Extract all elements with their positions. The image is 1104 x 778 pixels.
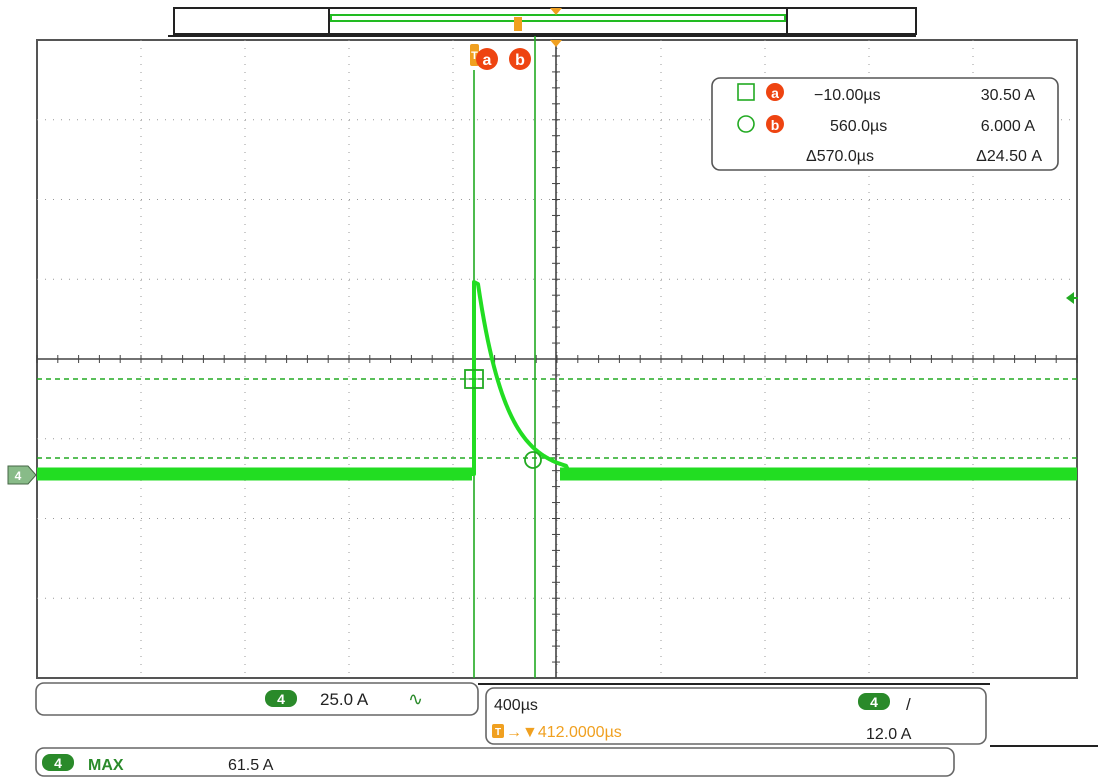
cursor-b-circle-icon (524, 451, 542, 469)
trigger-channel-label: 4 (870, 694, 878, 710)
rising-edge-icon: / (906, 695, 911, 714)
cursor-a-badge (766, 83, 784, 101)
ground-marker-label: 4 (15, 469, 22, 483)
trigger-channel-badge (858, 693, 890, 710)
cursor-delta-time: Δ570.0µs (806, 148, 874, 165)
trigger-level-arrow-icon[interactable] (1066, 292, 1074, 304)
measurement-name: MAX (88, 757, 124, 774)
measurement-panel[interactable]: 4 MAX 61.5 A (35, 747, 955, 777)
measurement-channel-badge (42, 754, 74, 771)
cursor-readout: a −10.00µs 30.50 A b 560.0µs 6.000 A Δ57… (711, 77, 1059, 171)
measurement-value: 61.5 A (228, 757, 274, 774)
horizontal-trigger-panel[interactable]: 400µs T →▼412.0000µs 4 / 12.0 A (478, 683, 1098, 747)
trigger-marker-label: T (471, 50, 478, 62)
cursor-a-marker[interactable]: a (476, 48, 498, 70)
channel-4-ground-marker[interactable]: 4 (7, 465, 37, 485)
cursor-a-label: a (483, 52, 492, 69)
vertical-scale-panel[interactable]: 4 25.0 A ∿ (35, 682, 479, 716)
cursor-a-square-icon (737, 83, 755, 101)
cursor-a-time: −10.00µs (814, 87, 881, 104)
measurement-channel-label: 4 (54, 755, 62, 771)
record-view-bar[interactable] (168, 7, 917, 37)
trigger-icon-label: T (495, 727, 501, 738)
vertical-scale-value: 25.0 A (320, 690, 369, 709)
expansion-point-icon[interactable] (550, 40, 562, 47)
trigger-level-value: 12.0 A (866, 726, 912, 743)
cursor-b-marker[interactable]: b (509, 48, 531, 70)
cursor-b-label: b (515, 52, 525, 69)
readout-a-label: a (771, 85, 779, 101)
cursor-a-value: 30.50 A (981, 87, 1036, 104)
expansion-point-mini-icon (550, 8, 562, 15)
cursor-delta-value: Δ24.50 A (976, 148, 1042, 165)
trigger-icon (492, 724, 504, 738)
readout-b-label: b (771, 117, 780, 133)
channel-4-badge (265, 690, 297, 707)
cursor-b-circle-icon (737, 115, 755, 133)
vertical-channel-label: 4 (277, 691, 285, 707)
bandwidth-limit-icon: ∿ (408, 689, 423, 709)
horizontal-position-value: →▼412.0000µs (506, 724, 622, 741)
cursor-b-value: 6.000 A (981, 118, 1036, 135)
trigger-position-mini (514, 17, 522, 31)
cursor-b-time: 560.0µs (830, 118, 887, 135)
record-window[interactable] (330, 14, 786, 22)
cursor-b-badge (766, 115, 784, 133)
channel-4-waveform-decay (472, 280, 572, 476)
horizontal-scale-value: 400µs (494, 697, 538, 714)
grid (36, 39, 1078, 678)
